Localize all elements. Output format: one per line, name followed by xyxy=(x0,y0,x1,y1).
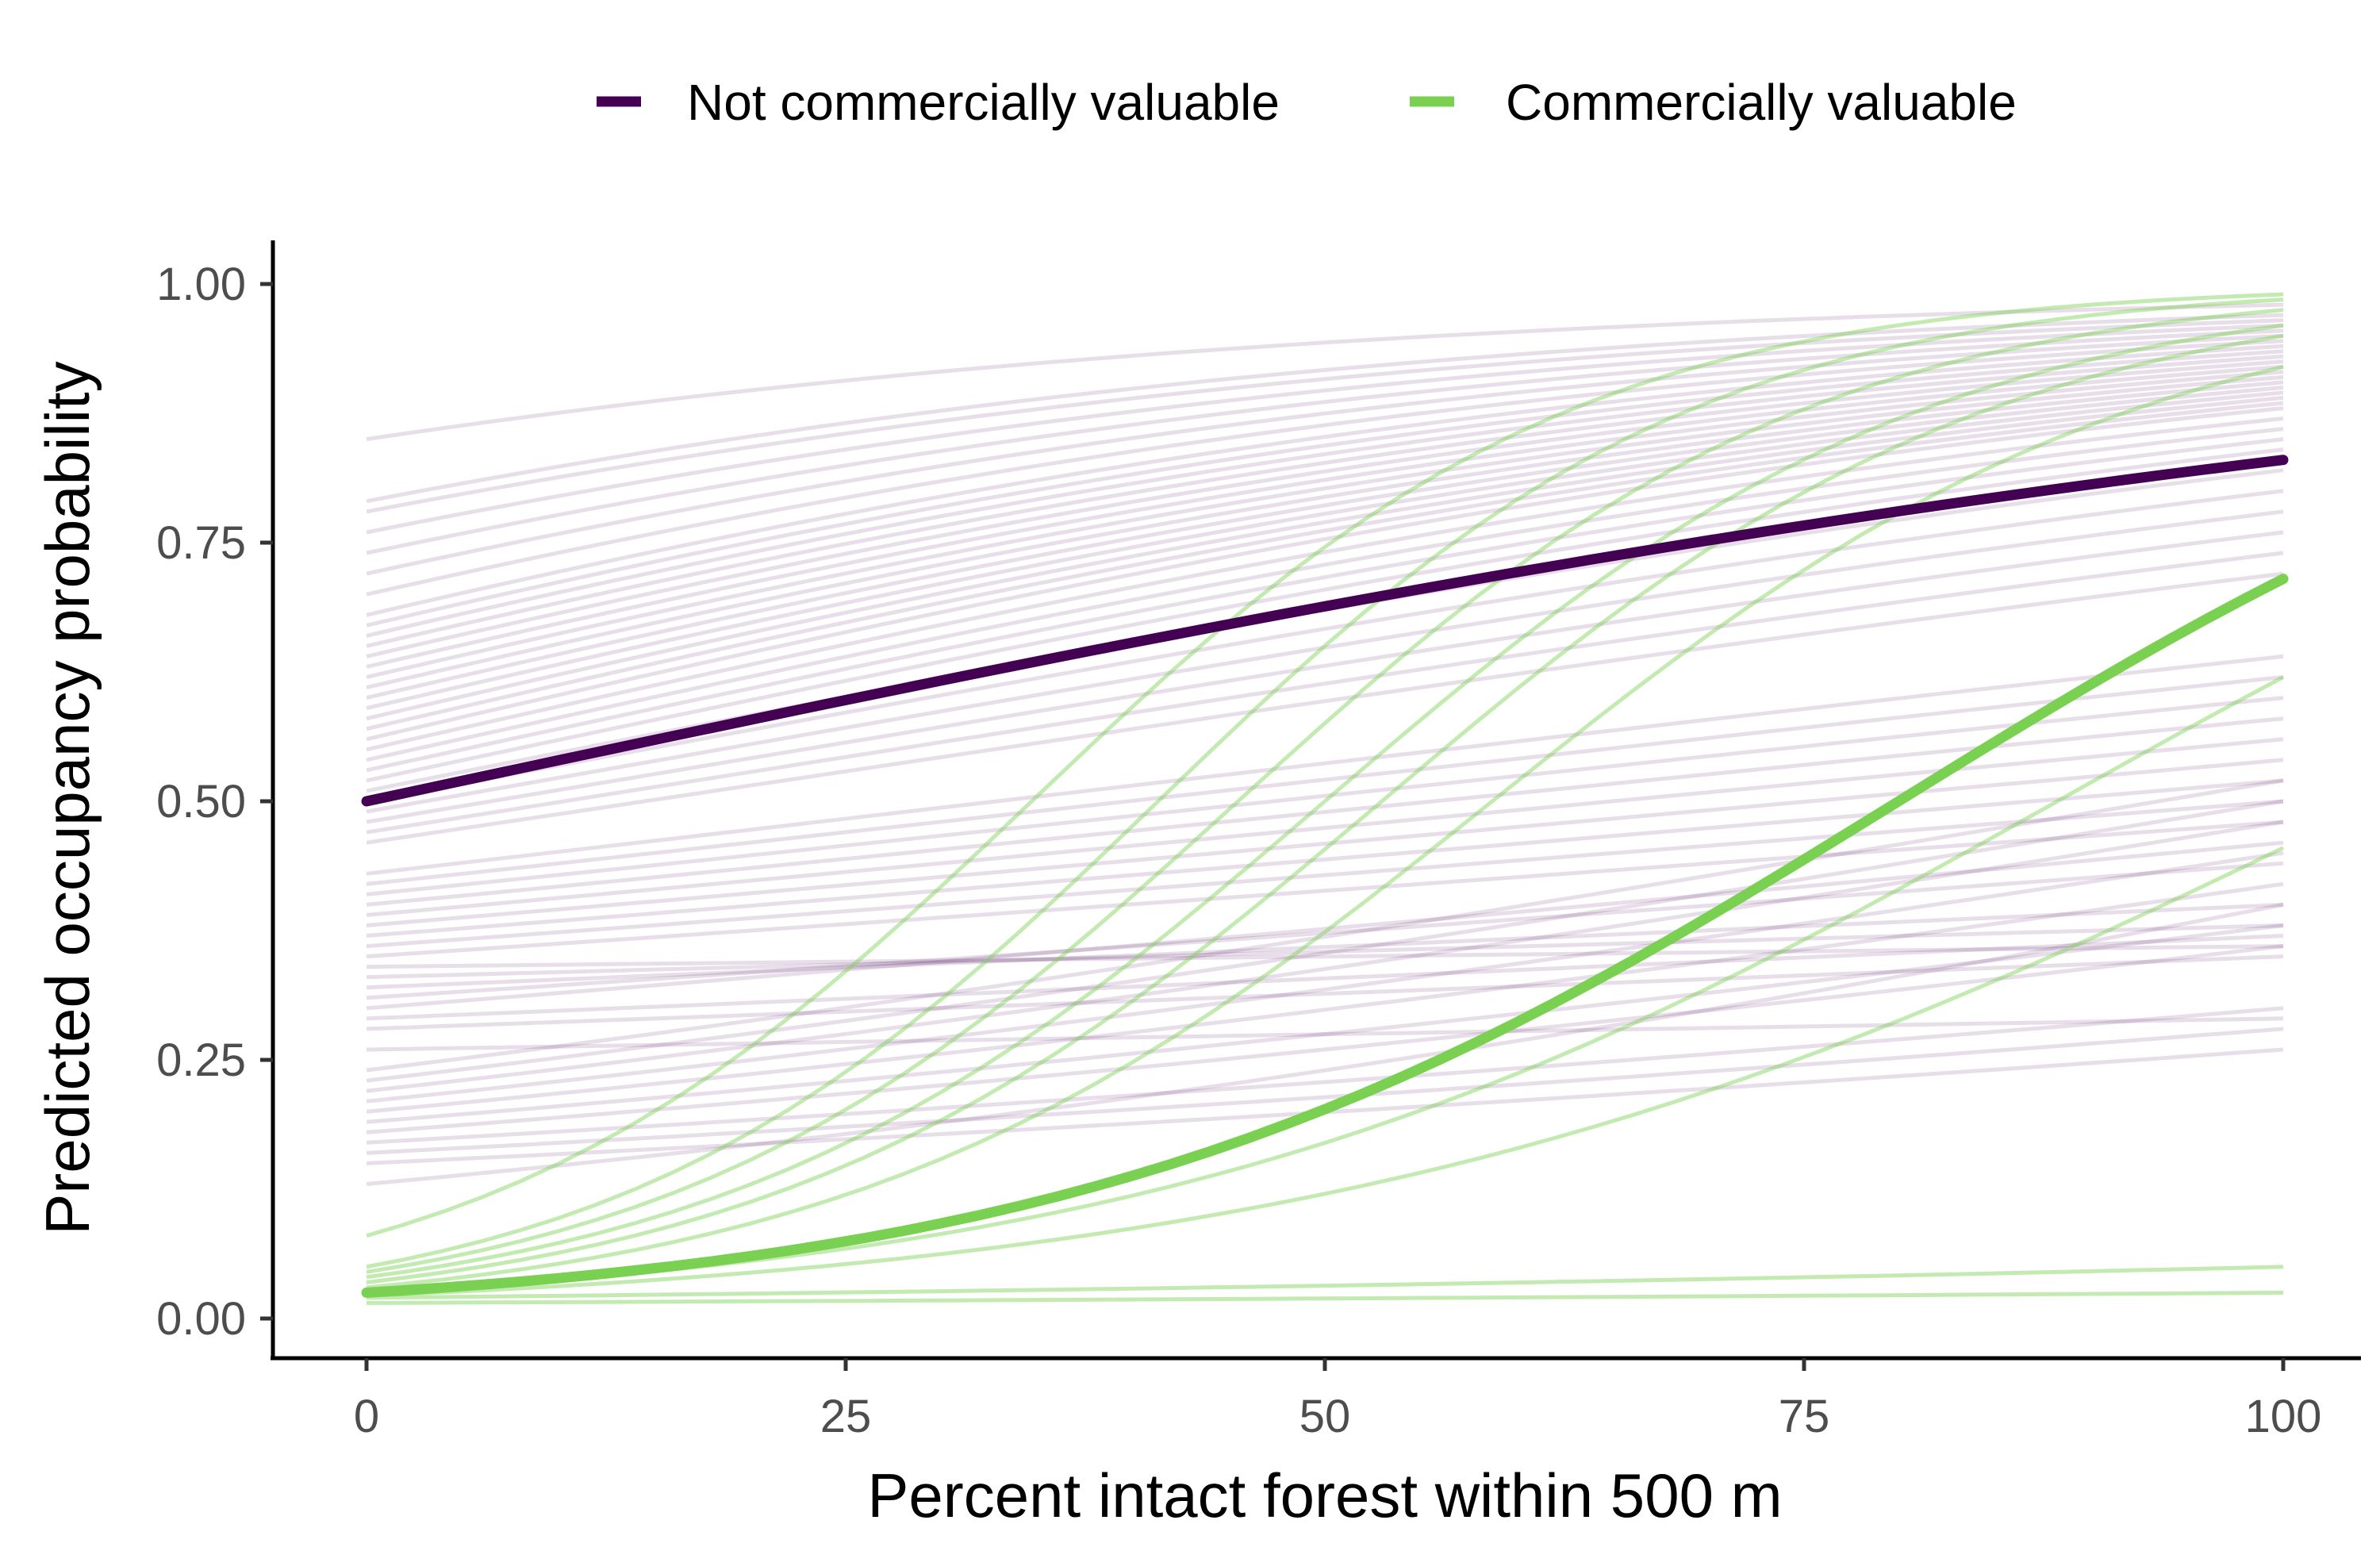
not-commercial-species-curve xyxy=(366,344,2284,617)
not-commercial-species-curve xyxy=(366,318,2284,514)
y-tick-label: 0.25 xyxy=(156,1035,246,1086)
not-commercial-species-curve xyxy=(366,530,2284,824)
not-commercial-species-curve xyxy=(366,354,2284,638)
not-commercial-species-curve xyxy=(366,427,2284,762)
commercially-valuable-mean-line xyxy=(361,574,2289,1298)
not-commercial-species-curve xyxy=(366,881,2284,1114)
not-commercial-species-curve xyxy=(366,380,2284,690)
not-commercial-species-curve xyxy=(366,820,2284,1093)
legend-label: Not commercially valuable xyxy=(687,74,1280,131)
not-commercial-species-curve xyxy=(366,737,2284,917)
not-commercial-species-curve xyxy=(366,902,2284,1186)
not-commercial-species-curve xyxy=(366,374,2284,679)
not-commercial-species-curve xyxy=(366,416,2284,752)
commercial-species-curve xyxy=(366,364,2284,1290)
x-axis-title: Percent intact forest within 500 m xyxy=(867,1461,1782,1530)
not-commercial-species-curve xyxy=(366,778,2284,1073)
species-curves xyxy=(366,292,2285,1305)
not-commercial-species-curve xyxy=(366,716,2284,907)
x-tick-label: 75 xyxy=(1779,1391,1830,1442)
y-tick-label: 1.00 xyxy=(156,259,246,310)
commercial-species-curve xyxy=(366,1265,2284,1300)
not-commercial-species-curve xyxy=(366,385,2284,701)
not-commercial-species-curve xyxy=(366,902,2284,990)
not-commercial-species-curve xyxy=(366,571,2284,845)
not-commercial-species-curve xyxy=(366,323,2284,535)
not-commercial-species-curve xyxy=(366,696,2284,896)
y-tick-label: 0.00 xyxy=(156,1293,246,1345)
x-tick-label: 0 xyxy=(354,1391,379,1442)
not-commercial-species-curve xyxy=(366,401,2284,731)
not-commercial-species-curve xyxy=(366,778,2284,938)
y-axis-title: Predicted occupancy probability xyxy=(33,361,102,1234)
not-commercial-species-curve xyxy=(366,1027,2284,1155)
not-commercial-species-curve xyxy=(366,840,2284,1011)
ticks: 0 25 50 75 100 0.00 0.25 0.50 0.75 1.00 xyxy=(156,259,2321,1442)
x-tick-label: 100 xyxy=(2245,1391,2322,1442)
not-commercial-species-curve xyxy=(366,364,2284,658)
y-tick-label: 0.50 xyxy=(156,776,246,827)
commercial-species-curve xyxy=(366,323,2284,1280)
legend-label: Commercially valuable xyxy=(1506,74,2017,131)
not-commercial-species-curve xyxy=(366,406,2284,742)
not-commercial-species-curve xyxy=(366,551,2284,835)
not-commercial-species-curve xyxy=(366,370,2284,669)
not-commercial-species-curve xyxy=(366,654,2284,876)
commercial-species-curve xyxy=(366,333,2284,1284)
not-commercial-species-curve xyxy=(366,799,2284,1083)
not-commercial-species-curve xyxy=(366,302,2284,442)
not-commercial-species-curve xyxy=(366,675,2284,886)
mean-curves xyxy=(361,455,2289,1298)
not-commercial-species-curve xyxy=(366,313,2284,504)
not-commercial-species-curve xyxy=(366,923,2284,1124)
not-commercial-species-curve xyxy=(366,349,2284,628)
not-commercial-species-curve xyxy=(366,799,2284,949)
not-commercial-species-curve xyxy=(366,437,2284,773)
not-commercial-species-curve xyxy=(366,1016,2284,1052)
not-commercial-species-curve xyxy=(366,339,2284,597)
x-tick-label: 50 xyxy=(1299,1391,1351,1442)
not-commercial-species-curve xyxy=(366,333,2284,576)
not-commercial-species-curve xyxy=(366,934,2284,1021)
not-commercial-species-curve xyxy=(366,850,2284,1104)
not-commercial-species-curve xyxy=(366,509,2284,814)
not-commercial-species-curve xyxy=(366,390,2284,711)
not-commercial-species-curve xyxy=(366,758,2284,927)
not-commercial-species-curve xyxy=(366,944,2284,1134)
legend: Not commercially valuable Commercially va… xyxy=(597,74,2017,131)
commercial-species-curve xyxy=(366,298,2284,1269)
not-commercial-species-curve xyxy=(366,820,2284,959)
not-commercial-species-curve xyxy=(366,1006,2284,1145)
commercial-species-curve xyxy=(366,292,2284,1238)
commercial-species-curve xyxy=(366,846,2285,1298)
not-commercially-valuable-mean-line xyxy=(361,455,2289,807)
x-tick-label: 25 xyxy=(820,1391,872,1442)
not-commercial-species-curve xyxy=(366,489,2284,804)
not-commercial-species-curve xyxy=(366,923,2284,980)
not-commercial-species-curve xyxy=(366,954,2284,1031)
not-commercial-species-curve xyxy=(366,359,2284,648)
y-tick-label: 0.75 xyxy=(156,517,246,569)
commercial-species-curve xyxy=(366,1290,2284,1305)
not-commercial-species-curve xyxy=(366,328,2284,555)
not-commercial-species-curve xyxy=(366,395,2284,721)
commercial-species-curve xyxy=(366,308,2284,1274)
not-commercial-species-curve xyxy=(366,944,2284,969)
not-commercial-species-curve xyxy=(366,861,2284,1000)
not-commercial-species-curve xyxy=(366,447,2284,783)
